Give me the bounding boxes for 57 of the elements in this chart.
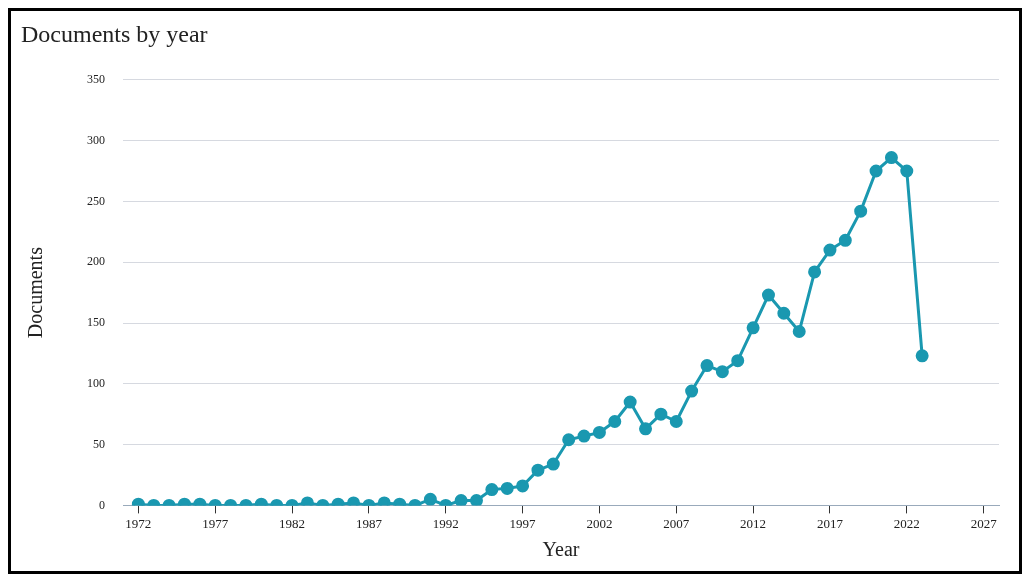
- point: [423, 492, 437, 506]
- x-tick-label: 2002: [586, 515, 613, 531]
- y-tick-label: 150: [87, 315, 105, 330]
- point: [377, 496, 391, 506]
- x-tick-label: 2007: [663, 515, 690, 531]
- point: [577, 429, 591, 443]
- chart-title: Documents by year: [21, 20, 208, 47]
- point: [639, 422, 653, 436]
- point: [608, 415, 622, 428]
- point: [592, 425, 606, 439]
- y-tick-label: 50: [93, 436, 105, 451]
- y-tick-label: 100: [87, 375, 105, 390]
- x-tick-label: 1987: [355, 515, 383, 531]
- point: [562, 433, 576, 447]
- point: [685, 384, 699, 398]
- point: [838, 233, 852, 247]
- x-axis-title: Year: [542, 538, 580, 561]
- point: [731, 354, 745, 368]
- point: [808, 265, 822, 279]
- x-tick-label: 1997: [509, 515, 537, 531]
- x-tick-label: 1982: [279, 515, 306, 531]
- point: [531, 463, 545, 477]
- point: [761, 288, 775, 302]
- point: [715, 365, 729, 379]
- point: [792, 325, 806, 339]
- point: [700, 359, 714, 373]
- point: [300, 496, 314, 506]
- point: [347, 496, 361, 506]
- y-tick-label: 200: [87, 254, 105, 269]
- point: [777, 306, 791, 320]
- y-tick-label: 250: [87, 193, 105, 208]
- y-axis-title: Documents: [24, 246, 47, 339]
- point: [623, 395, 637, 409]
- point: [746, 321, 760, 335]
- point: [546, 457, 560, 471]
- x-tick-label: 2027: [970, 515, 998, 531]
- y-tick-label: 350: [87, 71, 105, 86]
- point: [669, 415, 683, 428]
- x-tick-label: 2017: [816, 515, 844, 531]
- y-tick-label: 300: [87, 132, 105, 147]
- point: [884, 151, 898, 165]
- x-tick-label: 2022: [893, 515, 920, 531]
- point: [869, 164, 883, 178]
- point: [454, 494, 468, 506]
- x-tick-label: 1992: [432, 515, 459, 531]
- point: [915, 349, 929, 363]
- point: [516, 479, 530, 493]
- point: [500, 481, 514, 495]
- y-tick-label: 0: [99, 497, 105, 512]
- point: [823, 243, 837, 257]
- point: [469, 494, 483, 506]
- x-tick-label: 2012: [740, 515, 767, 531]
- x-tick-label: 1977: [202, 515, 229, 531]
- x-tick-label: 1972: [125, 515, 152, 531]
- point: [654, 407, 668, 421]
- point: [854, 204, 868, 218]
- point: [900, 164, 914, 178]
